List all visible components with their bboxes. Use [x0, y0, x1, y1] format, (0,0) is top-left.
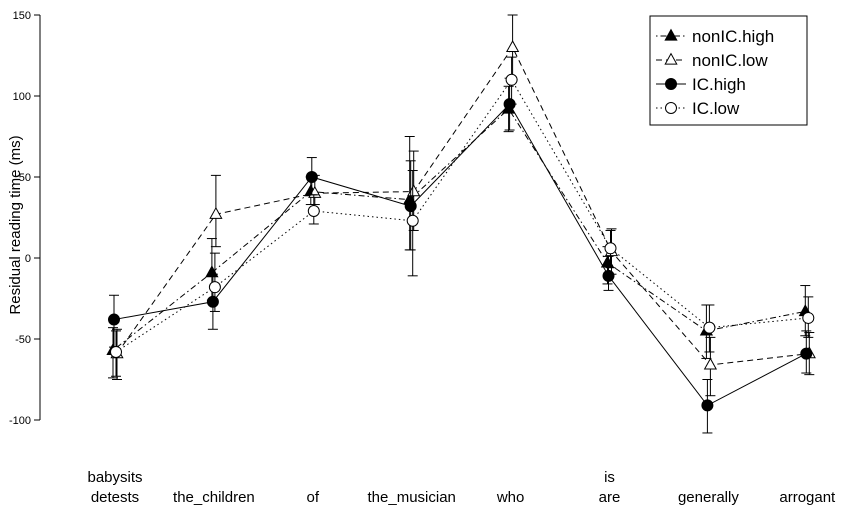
data-point — [505, 73, 518, 86]
data-point — [602, 269, 615, 282]
y-tick-label: -100 — [9, 415, 31, 427]
data-point — [505, 40, 520, 53]
data-point — [305, 171, 318, 183]
data-point — [307, 205, 320, 218]
legend: nonIC.high nonIC.low IC.high IC.low — [649, 15, 808, 126]
data-point — [703, 321, 716, 334]
legend-marker — [664, 28, 678, 41]
plot-area — [106, 14, 816, 434]
x-axis-labels: babysits detests the_children of the_musicia… — [87, 469, 836, 506]
x-tick-label: the_children — [173, 489, 255, 506]
x-tick-label: who — [496, 489, 525, 506]
legend-label: nonIC.low — [692, 51, 768, 70]
data-point — [604, 242, 617, 255]
data-point — [208, 281, 221, 294]
y-tick-label: 0 — [25, 253, 31, 265]
legend-label: IC.high — [692, 75, 746, 94]
legend-marker — [664, 52, 678, 65]
y-axis-label: Residual reading time (ms) — [7, 135, 24, 314]
data-point — [406, 214, 419, 227]
y-axis: -100 -50 0 50 100 150 — [9, 10, 41, 427]
legend-label: IC.low — [692, 99, 740, 118]
x-tick-label: the_musician — [368, 489, 456, 506]
data-point — [800, 347, 813, 360]
series-line — [112, 108, 806, 351]
data-point — [205, 265, 219, 278]
data-point — [110, 345, 122, 358]
legend-label: nonIC.high — [692, 27, 774, 46]
series-nonIC-high — [106, 85, 812, 379]
data-point — [108, 313, 120, 326]
x-tick-label-top: is — [604, 469, 615, 486]
data-point — [206, 295, 219, 308]
series-IC-high — [108, 77, 813, 434]
y-tick-label: 100 — [13, 91, 31, 103]
x-tick-label-top: babysits — [87, 469, 142, 486]
data-point — [209, 206, 223, 219]
x-tick-label: detests — [91, 489, 139, 506]
y-tick-label: 150 — [13, 10, 31, 22]
data-point — [404, 200, 417, 213]
y-tick-label: -50 — [15, 334, 31, 346]
x-tick-label: of — [307, 489, 320, 506]
x-tick-label: generally — [678, 489, 739, 506]
series-IC-low — [110, 56, 815, 377]
legend-marker — [665, 102, 677, 114]
series-line — [113, 103, 807, 407]
x-tick-label: are — [599, 489, 621, 506]
legend-marker — [665, 78, 677, 90]
y-tick-label: 50 — [19, 172, 31, 184]
x-tick-label: arrogant — [779, 489, 836, 506]
data-point — [703, 357, 718, 370]
data-point — [701, 399, 714, 412]
data-point — [802, 311, 815, 324]
series-line — [115, 78, 809, 353]
